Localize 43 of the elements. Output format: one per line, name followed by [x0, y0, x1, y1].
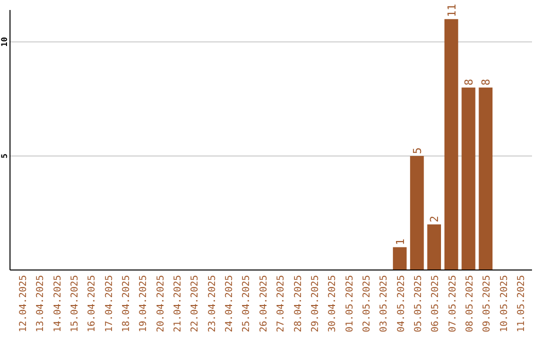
bar: [478, 88, 493, 270]
bar: [444, 19, 458, 270]
x-tick-label: 21.04.2025: [172, 275, 184, 332]
data-label: 8: [462, 78, 476, 86]
x-tick-label: 15.04.2025: [70, 275, 81, 332]
x-tick-label: 14.04.2025: [52, 275, 64, 332]
x-tick-label: 10.05.2025: [498, 275, 510, 332]
x-tick-label: 18.04.2025: [121, 275, 132, 332]
data-label: 8: [480, 78, 493, 86]
x-tick-label: 09.05.2025: [482, 275, 493, 332]
x-tick-label: 28.04.2025: [292, 275, 304, 332]
x-tick-label: 16.04.2025: [86, 275, 98, 332]
bar: [410, 156, 424, 270]
x-tick-label: 12.04.2025: [18, 275, 30, 332]
x-tick-label: 26.04.2025: [258, 275, 270, 332]
bar: [427, 224, 441, 270]
x-tick-label: 19.04.2025: [138, 275, 150, 332]
x-tick-label: 29.04.2025: [310, 275, 321, 332]
x-tick-label: 08.05.2025: [464, 275, 476, 332]
data-label: 5: [410, 147, 424, 154]
x-tick-label: 05.05.2025: [412, 275, 424, 332]
data-label: 11: [445, 4, 458, 18]
x-tick-label: 25.04.2025: [241, 275, 252, 332]
data-label: 1: [394, 238, 407, 246]
x-tick-label: 27.04.2025: [276, 275, 287, 332]
x-tick-label: 02.05.2025: [361, 275, 372, 332]
x-tick-label: 24.04.2025: [224, 275, 236, 332]
data-label: 2: [428, 216, 442, 222]
x-tick-label: 23.04.2025: [206, 275, 218, 332]
x-tick-label: 22.04.2025: [190, 275, 201, 332]
bar: [392, 247, 407, 270]
x-tick-label: 11.05.2025: [516, 275, 527, 332]
x-tick-label: 20.04.2025: [155, 275, 166, 332]
x-tick-label: 01.05.2025: [344, 275, 356, 332]
x-tick-label: 17.04.2025: [104, 275, 115, 332]
y-tick-label: 10: [0, 36, 9, 47]
bar: [462, 88, 476, 270]
x-tick-label: 04.05.2025: [396, 275, 407, 332]
x-tick-label: 06.05.2025: [430, 275, 442, 332]
x-tick-label: 03.05.2025: [378, 275, 390, 332]
x-tick-label: 13.04.2025: [35, 275, 46, 332]
x-tick-label: 07.05.2025: [447, 275, 458, 332]
x-tick-label: 30.04.2025: [327, 275, 338, 332]
